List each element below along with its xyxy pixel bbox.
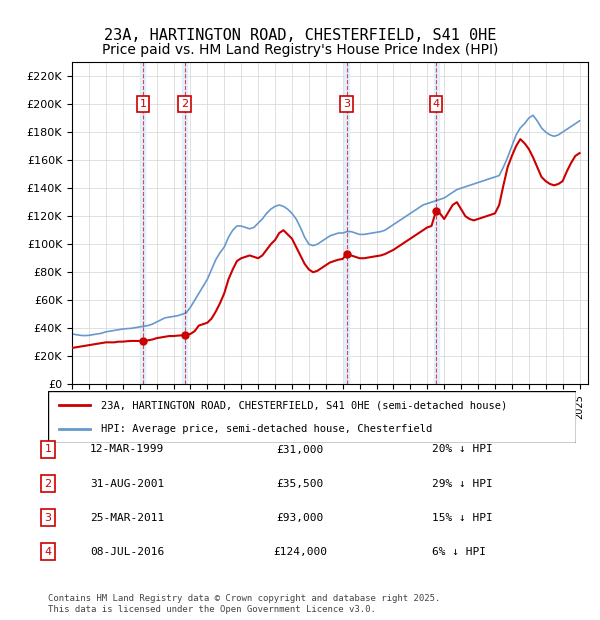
Text: 3: 3 bbox=[44, 513, 52, 523]
Bar bbox=[434, 62, 439, 384]
Text: £31,000: £31,000 bbox=[277, 445, 323, 454]
Text: 3: 3 bbox=[343, 99, 350, 109]
Text: Price paid vs. HM Land Registry's House Price Index (HPI): Price paid vs. HM Land Registry's House … bbox=[102, 43, 498, 58]
Text: 1: 1 bbox=[139, 99, 146, 109]
Text: 4: 4 bbox=[44, 547, 52, 557]
Bar bbox=[182, 62, 187, 384]
Text: 29% ↓ HPI: 29% ↓ HPI bbox=[432, 479, 493, 489]
Text: £124,000: £124,000 bbox=[273, 547, 327, 557]
Bar bbox=[344, 62, 349, 384]
Text: 23A, HARTINGTON ROAD, CHESTERFIELD, S41 0HE (semi-detached house): 23A, HARTINGTON ROAD, CHESTERFIELD, S41 … bbox=[101, 401, 507, 410]
Text: 2: 2 bbox=[181, 99, 188, 109]
Text: 23A, HARTINGTON ROAD, CHESTERFIELD, S41 0HE: 23A, HARTINGTON ROAD, CHESTERFIELD, S41 … bbox=[104, 28, 496, 43]
Bar bbox=[140, 62, 145, 384]
Text: 4: 4 bbox=[433, 99, 440, 109]
Text: 12-MAR-1999: 12-MAR-1999 bbox=[90, 445, 164, 454]
Text: 15% ↓ HPI: 15% ↓ HPI bbox=[432, 513, 493, 523]
Text: Contains HM Land Registry data © Crown copyright and database right 2025.
This d: Contains HM Land Registry data © Crown c… bbox=[48, 595, 440, 614]
Text: 20% ↓ HPI: 20% ↓ HPI bbox=[432, 445, 493, 454]
Text: £93,000: £93,000 bbox=[277, 513, 323, 523]
Text: 6% ↓ HPI: 6% ↓ HPI bbox=[432, 547, 486, 557]
Text: 1: 1 bbox=[44, 445, 52, 454]
Text: 08-JUL-2016: 08-JUL-2016 bbox=[90, 547, 164, 557]
Text: 25-MAR-2011: 25-MAR-2011 bbox=[90, 513, 164, 523]
Text: £35,500: £35,500 bbox=[277, 479, 323, 489]
Text: HPI: Average price, semi-detached house, Chesterfield: HPI: Average price, semi-detached house,… bbox=[101, 423, 432, 433]
Text: 31-AUG-2001: 31-AUG-2001 bbox=[90, 479, 164, 489]
Text: 2: 2 bbox=[44, 479, 52, 489]
FancyBboxPatch shape bbox=[48, 391, 576, 443]
